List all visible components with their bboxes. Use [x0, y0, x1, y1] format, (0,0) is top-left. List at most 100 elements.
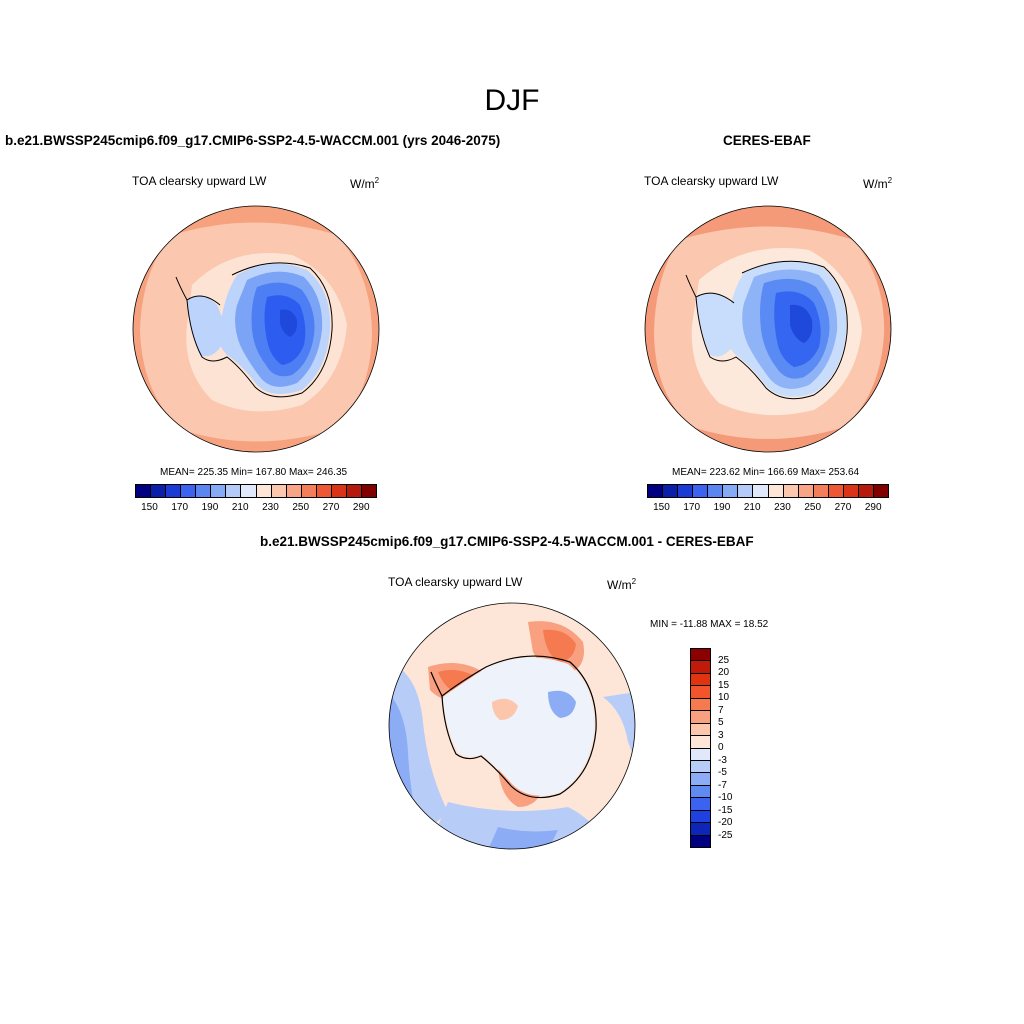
diff-coastline: [430, 655, 597, 799]
colorbar-swatch: [691, 649, 710, 662]
colorbar-swatch: [723, 485, 739, 497]
colorbar-swatch: [211, 485, 227, 497]
model-peninsula: [187, 296, 224, 357]
colorbar-swatch: [346, 485, 362, 497]
colorbar-swatch: [691, 661, 710, 674]
colorbar-swatch: [843, 485, 859, 497]
colorbar-swatch: [691, 711, 710, 724]
colorbar-swatch: [691, 748, 710, 761]
colorbar-swatch: [166, 485, 182, 497]
colorbar-swatch: [663, 485, 679, 497]
colorbar-tick-label: 270: [834, 502, 852, 513]
colorbar-swatch: [691, 723, 710, 737]
colorbar-swatch: [181, 485, 197, 497]
colorbar-swatch: [708, 485, 724, 497]
colorbar-swatch: [301, 485, 317, 497]
colorbar-swatch: [691, 736, 710, 749]
colorbar-swatch: [858, 485, 874, 497]
colorbar-tick-label: 15: [718, 679, 730, 691]
colorbar-swatch: [691, 686, 710, 699]
colorbar-tick-label: 230: [774, 502, 791, 513]
model-colorbar: [135, 484, 377, 498]
colorbar-swatch: [691, 835, 710, 847]
obs-variable-label: TOA clearsky upward LW: [644, 174, 779, 188]
colorbar-tick-label: 0: [718, 742, 724, 753]
obs-peninsula: [696, 293, 737, 357]
model-variable-label: TOA clearsky upward LW: [132, 174, 267, 188]
colorbar-tick-label: -3: [718, 754, 727, 766]
diff-neg-south-strong: [488, 827, 558, 849]
colorbar-tick-label: 190: [713, 502, 731, 513]
obs-polar-map: [644, 205, 892, 453]
diff-continent-pos-patch: [492, 698, 518, 720]
colorbar-swatch: [783, 485, 799, 497]
colorbar-tick-label: 290: [352, 502, 370, 513]
colorbar-swatch: [693, 485, 709, 497]
colorbar-swatch: [691, 773, 710, 786]
colorbar-swatch: [691, 760, 710, 774]
colorbar-tick-label: 150: [653, 502, 670, 513]
colorbar-tick-label: 170: [683, 502, 701, 513]
diff-neg-east: [603, 692, 635, 762]
diff-stats: MIN = -11.88 MAX = 18.52: [650, 619, 769, 630]
colorbar-swatch: [753, 485, 769, 497]
colorbar-tick-label: -15: [718, 804, 733, 816]
obs-continent-ice-5: [790, 304, 813, 343]
colorbar-swatch: [331, 485, 347, 497]
diff-continent-neg-patch: [548, 690, 576, 718]
diff-units-label: W/m2: [607, 577, 637, 592]
colorbar-tick-label: 250: [292, 502, 310, 513]
colorbar-swatch: [768, 485, 784, 497]
colorbar-tick-label: 210: [743, 502, 761, 513]
colorbar-tick-label: 210: [231, 502, 249, 513]
colorbar-swatch: [691, 785, 710, 799]
colorbar-swatch: [151, 485, 167, 497]
obs-units-label: W/m2: [863, 176, 893, 191]
colorbar-tick-label: 20: [718, 667, 730, 678]
colorbar-tick-label: 290: [864, 502, 882, 513]
colorbar-swatch: [691, 810, 710, 824]
diff-variable-label: TOA clearsky upward LW: [388, 575, 523, 589]
obs-coastline: [685, 260, 848, 400]
colorbar-tick-label: -25: [718, 829, 733, 841]
colorbar-swatch: [286, 485, 302, 497]
colorbar-swatch: [691, 673, 710, 687]
diff-polar-map: [388, 602, 636, 850]
model-panel-title: b.e21.BWSSP245cmip6.f09_g17.CMIP6-SSP2-4…: [5, 133, 501, 148]
colorbar-swatch: [136, 485, 152, 497]
colorbar-swatch: [271, 485, 287, 497]
colorbar-tick-label: -10: [718, 792, 733, 803]
colorbar-swatch: [691, 798, 710, 811]
colorbar-swatch: [678, 485, 694, 497]
colorbar-swatch: [256, 485, 272, 497]
diff-pos-northeast-strong: [543, 629, 576, 662]
colorbar-tick-label: 270: [322, 502, 340, 513]
obs-panel-title: CERES-EBAF: [723, 133, 811, 148]
colorbar-swatch: [226, 485, 242, 497]
colorbar-swatch: [798, 485, 814, 497]
model-units-label: W/m2: [350, 176, 380, 191]
colorbar-swatch: [828, 485, 844, 497]
colorbar-swatch: [648, 485, 664, 497]
colorbar-swatch: [361, 485, 376, 497]
colorbar-tick-label: 170: [171, 502, 189, 513]
obs-stats: MEAN= 223.62 Min= 166.69 Max= 253.64: [672, 467, 860, 478]
colorbar-swatch: [241, 485, 257, 497]
colorbar-swatch: [691, 698, 710, 712]
colorbar-swatch: [873, 485, 888, 497]
colorbar-tick-label: 7: [718, 704, 724, 716]
figure-title: DJF: [484, 84, 540, 117]
colorbar-tick-label: 230: [262, 502, 279, 513]
colorbar-tick-label: -5: [718, 767, 727, 778]
diff-panel-title: b.e21.BWSSP245cmip6.f09_g17.CMIP6-SSP2-4…: [260, 534, 754, 549]
colorbar-tick-label: 250: [804, 502, 822, 513]
colorbar-swatch: [196, 485, 212, 497]
colorbar-tick-label: 3: [718, 729, 724, 741]
colorbar-swatch: [316, 485, 332, 497]
colorbar-tick-label: 190: [201, 502, 219, 513]
model-coastline: [175, 262, 333, 398]
model-continent-ice-5: [280, 309, 298, 337]
colorbar-tick-label: 25: [718, 654, 730, 666]
model-stats: MEAN= 225.35 Min= 167.80 Max= 246.35: [160, 467, 348, 478]
model-polar-map: [132, 205, 380, 453]
